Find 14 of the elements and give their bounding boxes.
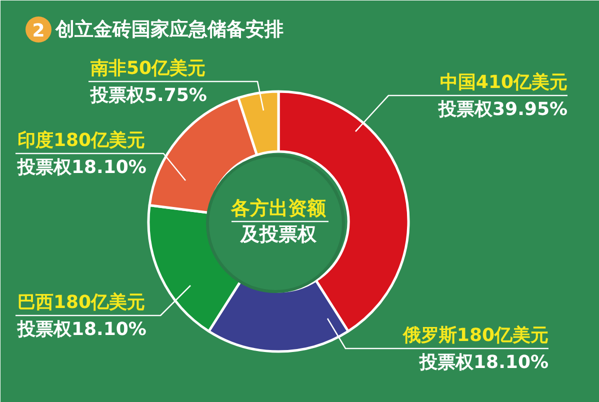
text: 各方出资额 [230,198,327,220]
slice-label: 巴西180亿美元 [18,292,146,313]
text: 投票权18.10% [18,157,146,178]
text: 及投票权 [240,224,318,246]
slice-label: 俄罗斯180亿美元 [402,325,549,346]
slice-label: 印度180亿美元 [18,130,146,151]
slice-label: 南非50亿美元 [90,58,206,79]
text: 投票权18.10% [420,352,549,373]
text: 2 [32,20,45,42]
chart-title: 创立金砖国家应急储备安排 [54,18,284,40]
text: 投票权18.10% [18,319,146,340]
slice-label: 中国410亿美元 [440,72,568,93]
text: 投票权39.95% [438,99,568,120]
text: 投票权5.75% [90,85,207,106]
